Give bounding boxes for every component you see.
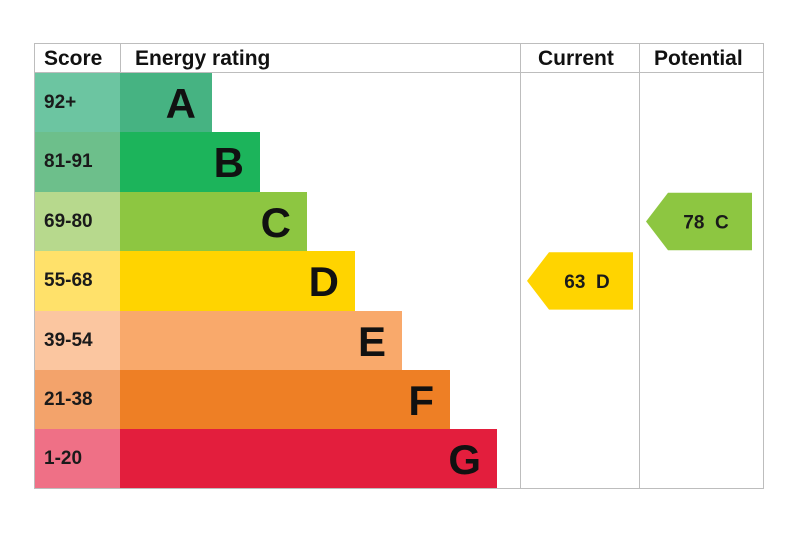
score-range-a: 92+ [35,73,120,133]
potential-rating-label: 78 C [683,213,729,234]
header-divider [34,72,764,73]
potential-arrow [646,192,752,251]
header-current: Current [538,47,614,70]
score-range-f: 21-38 [35,370,120,430]
header-energy-rating: Energy rating [135,47,271,70]
band-bar-d: D [120,251,355,311]
header-score: Score [44,47,103,70]
current-divider [520,43,521,489]
potential-divider [639,43,640,489]
current-rating-label: 63 D [564,272,609,293]
band-bar-c: C [120,191,307,252]
band-bar-b: B [120,132,260,192]
band-bar-f: F [120,370,450,430]
score-divider [120,43,121,72]
score-range-b: 81-91 [35,132,120,192]
header-potential: Potential [654,47,743,70]
score-range-g: 1-20 [35,429,120,489]
score-range-d: 55-68 [35,251,120,311]
band-bar-g: G [120,429,497,489]
current-arrow [527,252,633,310]
band-bar-a: A [120,73,212,133]
border-right [763,43,764,489]
border-bottom [34,488,764,489]
border-top [34,43,764,44]
band-bar-e: E [120,310,402,370]
score-range-e: 39-54 [35,310,120,370]
border-left [34,43,35,489]
score-range-c: 69-80 [35,191,120,252]
